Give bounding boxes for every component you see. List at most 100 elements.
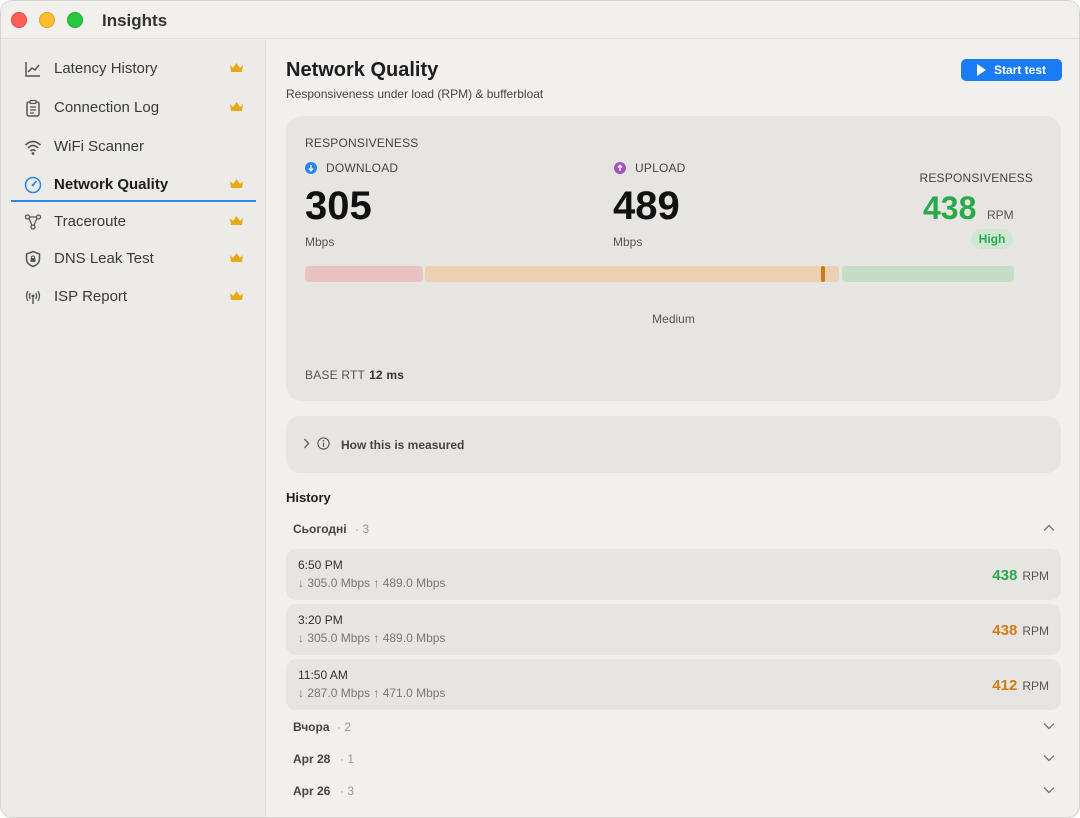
base-rtt: BASE RTT 12 ms — [305, 368, 404, 382]
start-test-label: Start test — [993, 63, 1046, 77]
page-subtitle: Responsiveness under load (RPM) & buffer… — [286, 87, 544, 101]
minimize-window-button[interactable] — [39, 12, 55, 28]
sidebar-item-isp-report[interactable]: ISP Report — [11, 280, 256, 314]
sidebar-item-latency-history[interactable]: Latency History — [11, 52, 256, 86]
group-count: · 1 — [340, 752, 355, 766]
sidebar-item-wifi-scanner[interactable]: WiFi Scanner — [11, 130, 256, 164]
start-test-button[interactable]: Start test — [961, 59, 1062, 81]
history-row-speeds: ↓ 287.0 Mbps ↑ 471.0 Mbps — [298, 686, 446, 700]
history-row-speeds: ↓ 305.0 Mbps ↑ 489.0 Mbps — [298, 631, 446, 645]
history-row[interactable]: 11:50 AM ↓ 287.0 Mbps ↑ 471.0 Mbps 412 R… — [286, 659, 1061, 710]
wifi-icon — [24, 140, 42, 155]
crown-icon — [230, 291, 243, 300]
chevron-down-icon — [1043, 755, 1055, 762]
antenna-icon — [25, 290, 41, 304]
history-row-rpm: 438 RPM — [992, 567, 1049, 584]
sidebar-item-label: WiFi Scanner — [54, 138, 145, 155]
rpm-unit: RPM — [1022, 679, 1049, 693]
rpm-value: 412 — [992, 677, 1018, 694]
upload-label: UPLOAD — [614, 161, 686, 175]
group-name: Сьогодні — [293, 522, 347, 536]
upload-value: 489 — [613, 184, 680, 228]
download-label: DOWNLOAD — [305, 161, 398, 175]
gauge-caption: Medium — [652, 312, 695, 326]
close-window-button[interactable] — [11, 12, 27, 28]
network-nodes-icon — [24, 214, 42, 230]
sidebar-item-dns-leak-test[interactable]: DNS Leak Test — [11, 242, 256, 276]
gauge-marker — [820, 266, 825, 282]
gauge-segment-medium — [425, 266, 839, 282]
sidebar-item-traceroute[interactable]: Traceroute — [11, 205, 256, 239]
upload-unit: Mbps — [613, 235, 643, 249]
gauge-segment-low — [305, 266, 423, 282]
chevron-down-icon — [1043, 723, 1055, 730]
sidebar-item-label: ISP Report — [54, 288, 128, 305]
group-name: Apr 28 — [293, 752, 331, 766]
history-group-yesterday[interactable]: Вчора · 2 — [286, 717, 1061, 739]
upload-label-text: UPLOAD — [635, 161, 686, 175]
chevron-up-icon — [1043, 524, 1055, 531]
how-measured-disclosure[interactable]: How this is measured — [286, 416, 1061, 473]
sidebar-item-label: Network Quality — [54, 176, 169, 193]
crown-icon — [230, 179, 243, 188]
history-row-time: 3:20 PM — [298, 613, 343, 627]
responsiveness-badge: High — [971, 229, 1013, 249]
sidebar-item-network-quality[interactable]: Network Quality — [11, 168, 256, 202]
history-row-time: 11:50 AM — [298, 668, 348, 682]
shield-icon — [25, 250, 41, 268]
history-title: History — [286, 490, 331, 505]
clipboard-icon — [26, 99, 40, 117]
history-group-today[interactable]: Сьогодні · 3 — [286, 519, 1061, 541]
title-bar: Insights — [1, 1, 1079, 39]
download-value: 305 — [305, 184, 372, 228]
responsiveness-label: RESPONSIVENESS — [919, 171, 1033, 185]
sidebar-item-label: DNS Leak Test — [54, 250, 154, 267]
responsiveness-unit: RPM — [987, 208, 1014, 222]
group-count: · 2 — [337, 720, 352, 734]
crown-icon — [230, 216, 243, 225]
card-heading: RESPONSIVENESS — [305, 136, 419, 150]
crown-icon — [230, 253, 243, 262]
zoom-window-button[interactable] — [67, 12, 83, 28]
chevron-right-icon — [303, 438, 310, 449]
sidebar-item-connection-log[interactable]: Connection Log — [11, 91, 256, 125]
group-count: · 3 — [340, 784, 355, 798]
upload-arrow-icon — [614, 162, 626, 174]
download-label-text: DOWNLOAD — [326, 161, 399, 175]
history-row-time: 6:50 PM — [298, 558, 343, 572]
chart-line-icon — [25, 62, 40, 77]
responsiveness-value: 438 — [923, 190, 977, 226]
history-row-rpm: 412 RPM — [992, 677, 1049, 694]
download-arrow-icon — [305, 162, 317, 174]
gauge-icon — [24, 176, 42, 194]
main-content: Network Quality Responsiveness under loa… — [266, 40, 1079, 817]
rpm-unit: RPM — [1022, 569, 1049, 583]
history-row-speeds: ↓ 305.0 Mbps ↑ 489.0 Mbps — [298, 576, 446, 590]
crown-icon — [230, 63, 243, 72]
history-row-rpm: 438 RPM — [992, 622, 1049, 639]
responsiveness-card: RESPONSIVENESS DOWNLOAD 305 Mbps UPLOAD … — [286, 116, 1061, 401]
crown-icon — [230, 102, 243, 111]
sidebar: Latency History Connection Log WiFi Scan… — [1, 40, 266, 817]
history-row[interactable]: 6:50 PM ↓ 305.0 Mbps ↑ 489.0 Mbps 438 RP… — [286, 549, 1061, 600]
history-group-apr-26[interactable]: Apr 26 · 3 — [286, 781, 1061, 803]
download-unit: Mbps — [305, 235, 335, 249]
history-row[interactable]: 3:20 PM ↓ 305.0 Mbps ↑ 489.0 Mbps 438 RP… — [286, 604, 1061, 655]
how-measured-label: How this is measured — [341, 438, 465, 452]
rpm-unit: RPM — [1022, 624, 1049, 638]
base-rtt-label: BASE RTT — [305, 368, 366, 382]
play-icon — [976, 64, 986, 76]
rpm-value: 438 — [992, 567, 1018, 584]
group-count: · 3 — [355, 522, 370, 536]
group-name: Вчора — [293, 720, 330, 734]
group-name: Apr 26 — [293, 784, 331, 798]
page-title: Network Quality — [286, 59, 439, 81]
sidebar-item-label: Latency History — [54, 60, 158, 77]
info-icon — [317, 437, 330, 450]
app-title: Insights — [102, 11, 168, 30]
history-group-apr-28[interactable]: Apr 28 · 1 — [286, 749, 1061, 771]
chevron-down-icon — [1043, 787, 1055, 794]
base-rtt-value: 12 ms — [369, 368, 405, 382]
sidebar-item-label: Traceroute — [54, 213, 126, 230]
